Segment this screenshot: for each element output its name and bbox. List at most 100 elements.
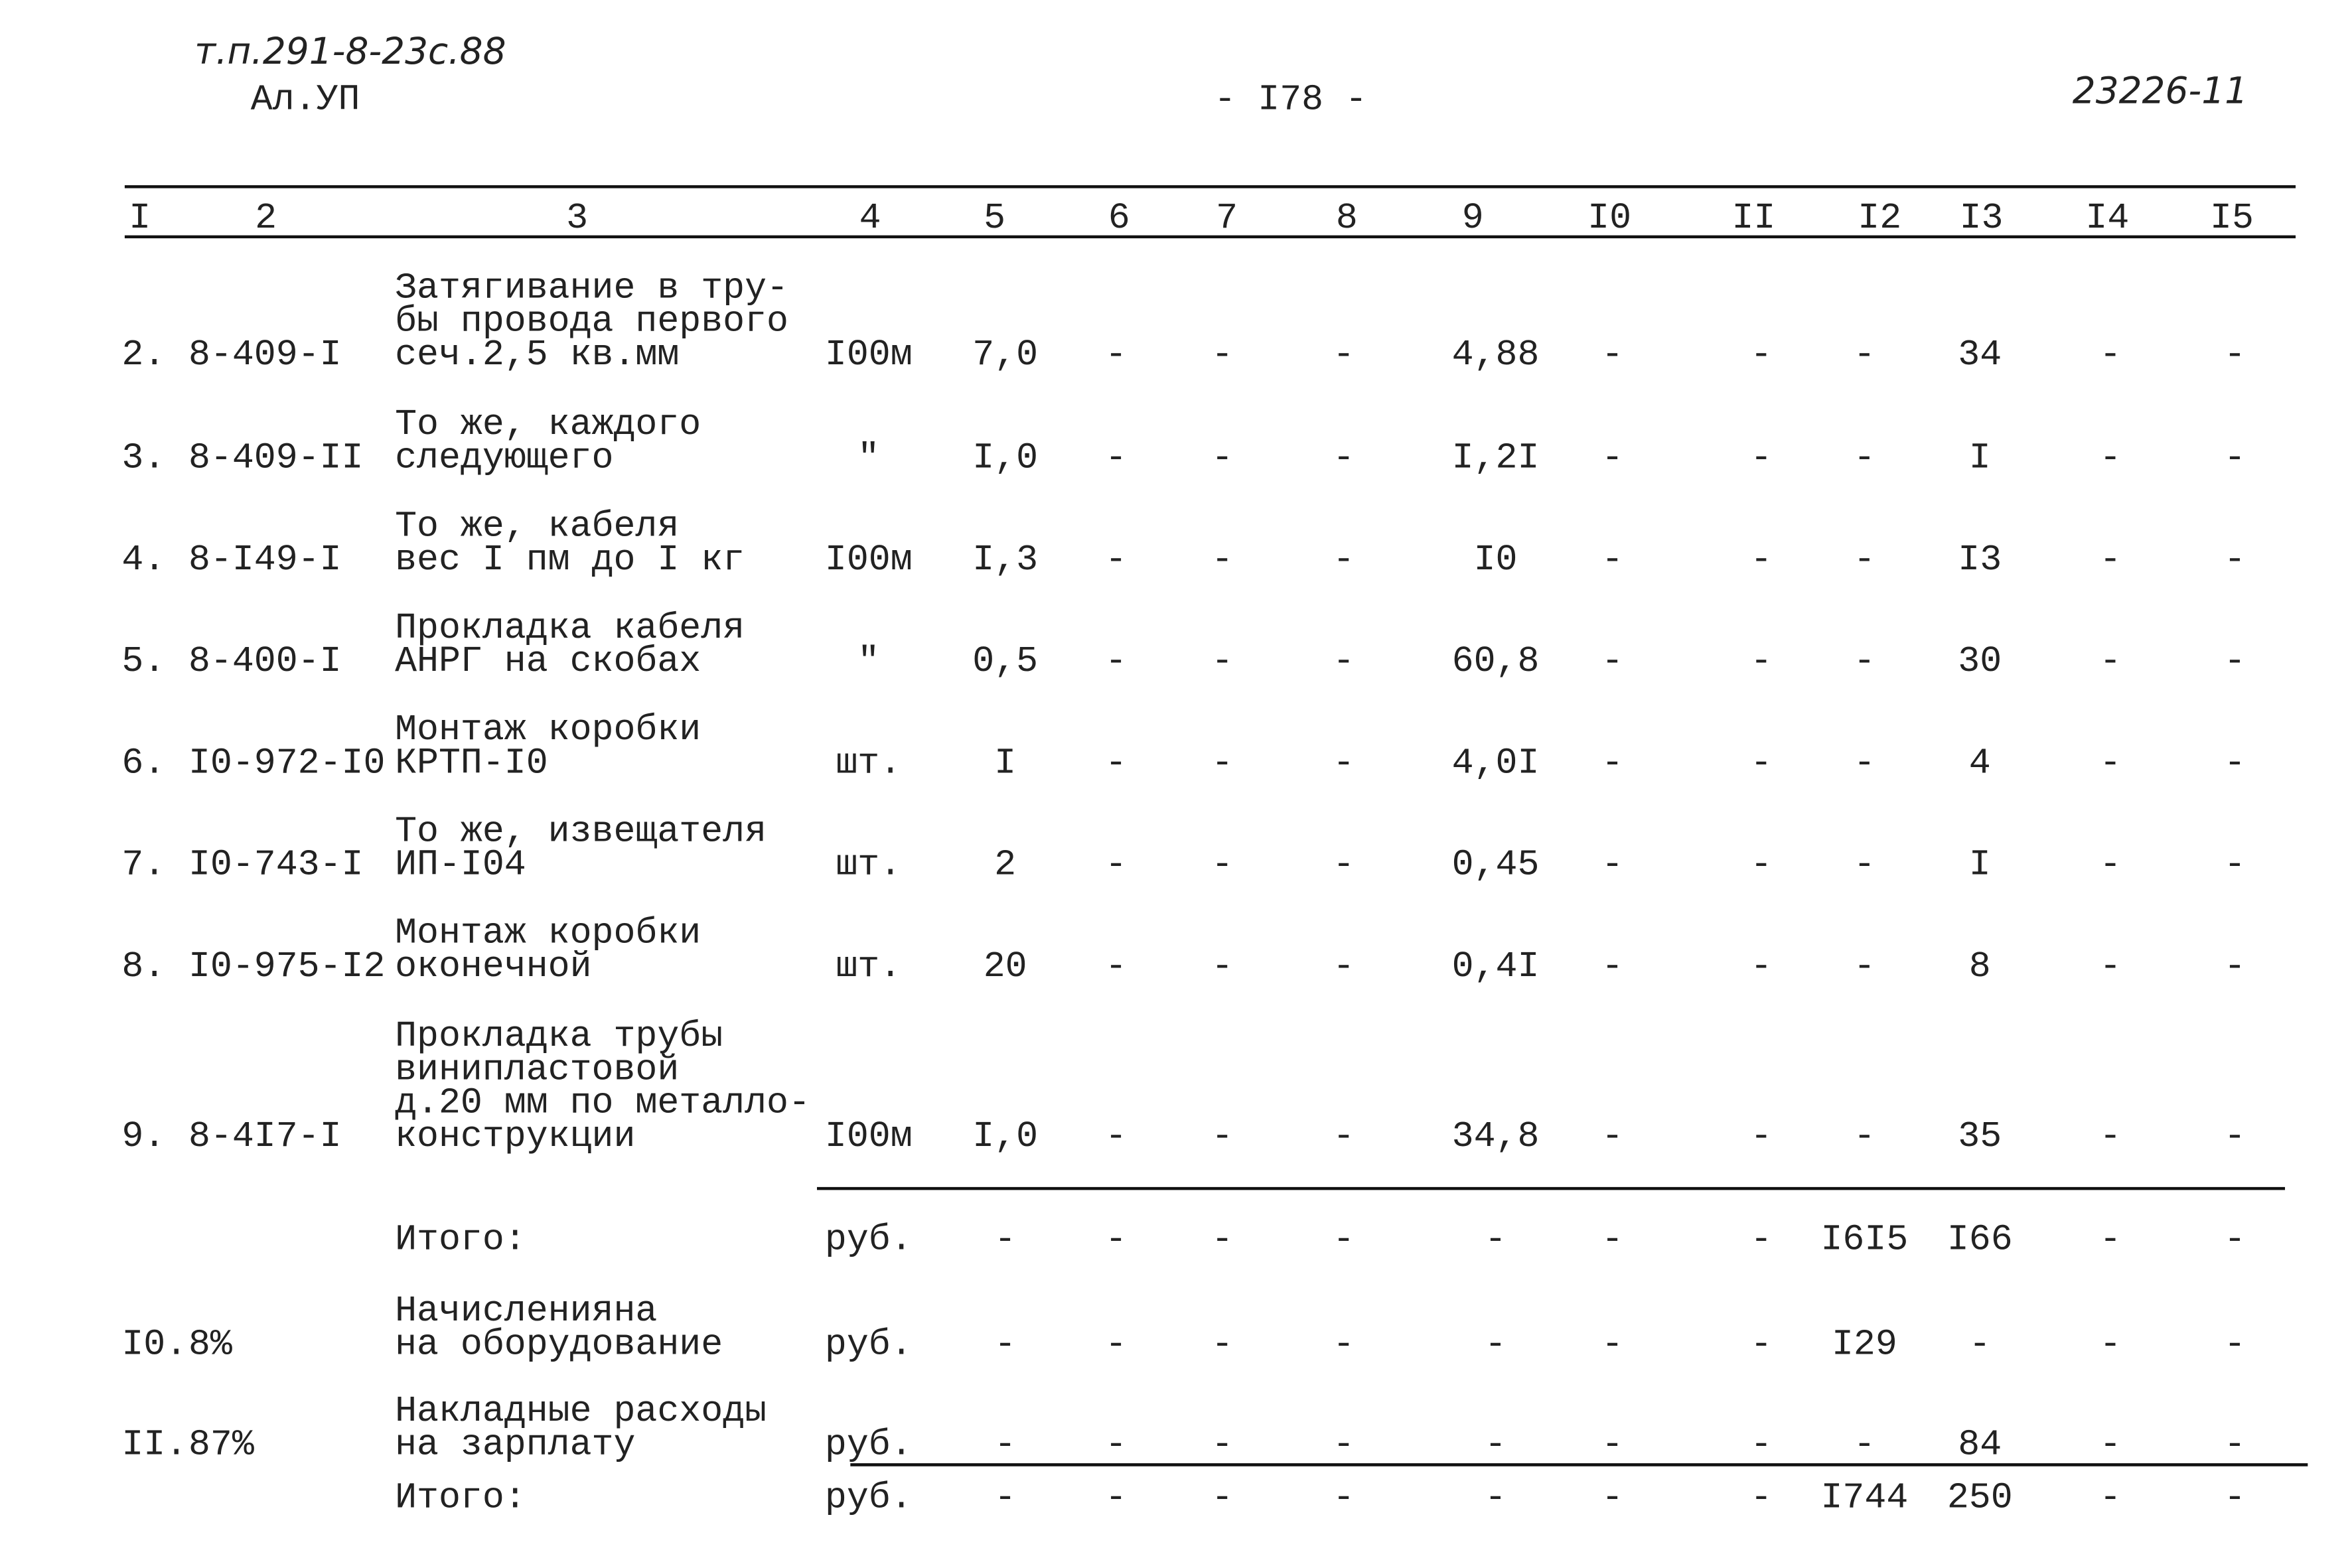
column-header: II <box>1731 198 1775 239</box>
description-line: следующего <box>395 438 613 479</box>
cell: - <box>2099 743 2121 784</box>
cell: - <box>1601 1477 1623 1518</box>
cell: - <box>1601 743 1623 784</box>
description-line: Монтаж коробки <box>395 913 701 954</box>
row-number: I0. <box>121 1324 187 1365</box>
cell: - <box>2099 1324 2121 1365</box>
description-line: на оборудование <box>395 1324 723 1365</box>
cell: - <box>1601 1116 1623 1157</box>
cell: шт. <box>836 845 901 886</box>
description-line: оконечной <box>395 946 591 987</box>
cell: - <box>2099 539 2121 581</box>
cell: 4,88 <box>1452 334 1540 376</box>
description-line: конструкции <box>395 1116 635 1157</box>
cell: - <box>1333 334 1355 376</box>
cell: - <box>1854 334 1875 376</box>
cell: - <box>2224 1477 2246 1518</box>
column-header: 4 <box>859 198 881 239</box>
cell: - <box>1601 641 1623 682</box>
cell: - <box>1601 1324 1623 1365</box>
cell: - <box>1750 539 1772 581</box>
description-line: Итого: <box>395 1477 526 1518</box>
row-number: 5. <box>121 641 165 682</box>
cell: - <box>1485 1324 1507 1365</box>
cell: " <box>857 641 879 682</box>
cell: - <box>994 1424 1016 1465</box>
description-line: д.20 мм по металло- <box>395 1083 810 1124</box>
row-code: 8% <box>188 1324 232 1365</box>
doc-ref: т.п.291-8-23с.88 <box>194 30 506 72</box>
cell: - <box>1601 946 1623 987</box>
cell: - <box>1211 946 1233 987</box>
cell: - <box>2224 334 2246 376</box>
cell: - <box>994 1477 1016 1518</box>
cell: - <box>2224 1424 2246 1465</box>
cell: - <box>1105 539 1127 581</box>
cell: - <box>2099 641 2121 682</box>
cell: - <box>1601 539 1623 581</box>
description-line: Затягивание в тру- <box>395 267 788 309</box>
row-number: 4. <box>121 539 165 581</box>
description-line: Монтаж коробки <box>395 709 701 750</box>
cell: 30 <box>1958 641 2002 682</box>
cell: I6I5 <box>1821 1220 1909 1261</box>
cell: 35 <box>1958 1116 2002 1157</box>
cell: - <box>2224 743 2246 784</box>
cell: руб. <box>825 1477 913 1518</box>
row-code: I0-972-I0 <box>188 743 385 784</box>
description-line: Прокладка кабеля <box>395 608 745 649</box>
cell: 2 <box>994 845 1016 886</box>
cell: 20 <box>984 946 1027 987</box>
cell: - <box>1105 1477 1127 1518</box>
cell: - <box>1750 1116 1772 1157</box>
cell: - <box>1211 1424 1233 1465</box>
cell: 0,45 <box>1452 845 1540 886</box>
column-header: 7 <box>1216 198 1238 239</box>
cell: - <box>1601 1424 1623 1465</box>
cell: 250 <box>1947 1477 2013 1518</box>
column-header: I0 <box>1587 198 1631 239</box>
cell: - <box>1105 1116 1127 1157</box>
cell: - <box>1601 1220 1623 1261</box>
cell: 84 <box>1958 1424 2002 1465</box>
column-header: 9 <box>1462 198 1484 239</box>
cell: - <box>1750 845 1772 886</box>
cell: - <box>1333 1116 1355 1157</box>
cell: - <box>1854 641 1875 682</box>
cell: 4 <box>1969 743 1991 784</box>
cell: - <box>1854 1424 1875 1465</box>
cell: - <box>2099 1220 2121 1261</box>
row-number: 6. <box>121 743 165 784</box>
cell: - <box>2224 1324 2246 1365</box>
row-code: 8-4I7-I <box>188 1116 342 1157</box>
cell: I66 <box>1947 1220 2013 1261</box>
cell: - <box>1105 1424 1127 1465</box>
cell: - <box>1105 641 1127 682</box>
cell: - <box>1105 1220 1127 1261</box>
cell: - <box>1333 845 1355 886</box>
column-header: 6 <box>1108 198 1130 239</box>
cell: I,0 <box>972 438 1038 479</box>
cell: - <box>1969 1324 1991 1365</box>
cell: - <box>2224 1220 2246 1261</box>
cell: - <box>1211 1477 1233 1518</box>
cell: I00м <box>825 539 913 581</box>
cell: - <box>1750 946 1772 987</box>
cell: шт. <box>836 743 901 784</box>
cell: 0,5 <box>972 641 1038 682</box>
column-header: 3 <box>566 198 588 239</box>
cell: - <box>994 1220 1016 1261</box>
cell: - <box>1211 334 1233 376</box>
row-code: 8-I49-I <box>188 539 342 581</box>
cell: - <box>1333 743 1355 784</box>
row-number: 9. <box>121 1116 165 1157</box>
cell: - <box>1854 946 1875 987</box>
cell: " <box>857 438 879 479</box>
cell: I <box>1969 438 1991 479</box>
cell: I3 <box>1958 539 2002 581</box>
cell: - <box>1854 539 1875 581</box>
row-code: 8-409-II <box>188 438 364 479</box>
cell: I,2I <box>1452 438 1540 479</box>
cell: - <box>2099 334 2121 376</box>
